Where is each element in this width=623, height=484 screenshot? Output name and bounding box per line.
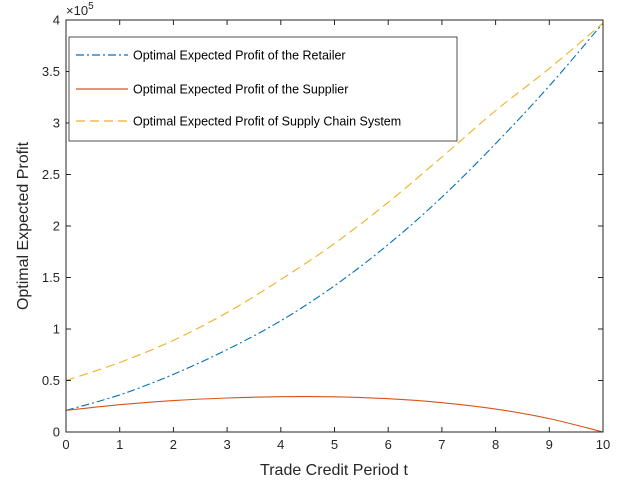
y-tick-label: 2.5 bbox=[42, 167, 60, 182]
y-tick-label: 0.5 bbox=[42, 373, 60, 388]
legend-entry-label: Optimal Expected Profit of the Retailer bbox=[133, 49, 346, 63]
x-tick-label: 0 bbox=[62, 437, 69, 452]
y-axis-ticks: 0 0.5 1 1.5 2 2.5 3 3.5 4 bbox=[42, 13, 603, 440]
series-line bbox=[65, 22, 604, 382]
y-tick-label: 2 bbox=[53, 219, 60, 234]
legend-box bbox=[68, 36, 458, 142]
series-line bbox=[65, 22, 604, 411]
x-tick-label: 8 bbox=[492, 437, 499, 452]
y-tick-label: 1 bbox=[53, 322, 60, 337]
x-tick-label: 10 bbox=[596, 437, 610, 452]
y-tick-label: 1.5 bbox=[42, 270, 60, 285]
x-tick-label: 4 bbox=[277, 437, 284, 452]
x-tick-label: 3 bbox=[223, 437, 230, 452]
legend-entry-label: Optimal Expected Profit of the Supplier bbox=[133, 83, 348, 97]
series-layer bbox=[65, 22, 604, 433]
y-exponent-label: ×105 bbox=[66, 1, 94, 18]
x-tick-label: 7 bbox=[438, 437, 445, 452]
x-tick-label: 9 bbox=[546, 437, 553, 452]
y-tick-label: 3.5 bbox=[42, 64, 60, 79]
y-axis-label: Optimal Expected Profit bbox=[15, 141, 32, 310]
legend: Optimal Expected Profit of the Retailer O… bbox=[68, 36, 458, 142]
x-axis-ticks: 0 1 2 3 4 5 6 7 8 9 10 bbox=[62, 20, 610, 452]
legend-entry-label: Optimal Expected Profit of Supply Chain … bbox=[133, 115, 401, 129]
x-tick-label: 6 bbox=[385, 437, 392, 452]
y-tick-label: 4 bbox=[53, 13, 60, 28]
series-line bbox=[65, 395, 604, 433]
y-tick-label: 3 bbox=[53, 116, 60, 131]
x-tick-label: 5 bbox=[331, 437, 338, 452]
y-tick-label: 0 bbox=[53, 425, 60, 440]
x-tick-label: 2 bbox=[170, 437, 177, 452]
x-tick-label: 1 bbox=[116, 437, 123, 452]
x-axis-label: Trade Credit Period t bbox=[260, 462, 408, 479]
y-exponent-power: 5 bbox=[88, 1, 94, 12]
legend-items: Optimal Expected Profit of the Retailer O… bbox=[76, 49, 401, 129]
